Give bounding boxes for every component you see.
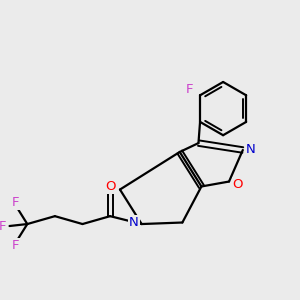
Text: F: F — [12, 239, 19, 252]
Text: N: N — [129, 216, 139, 229]
Text: F: F — [186, 83, 194, 96]
Text: N: N — [246, 142, 256, 155]
Text: F: F — [0, 220, 6, 232]
Text: O: O — [105, 180, 116, 193]
Text: O: O — [232, 178, 243, 191]
Text: F: F — [12, 196, 19, 209]
